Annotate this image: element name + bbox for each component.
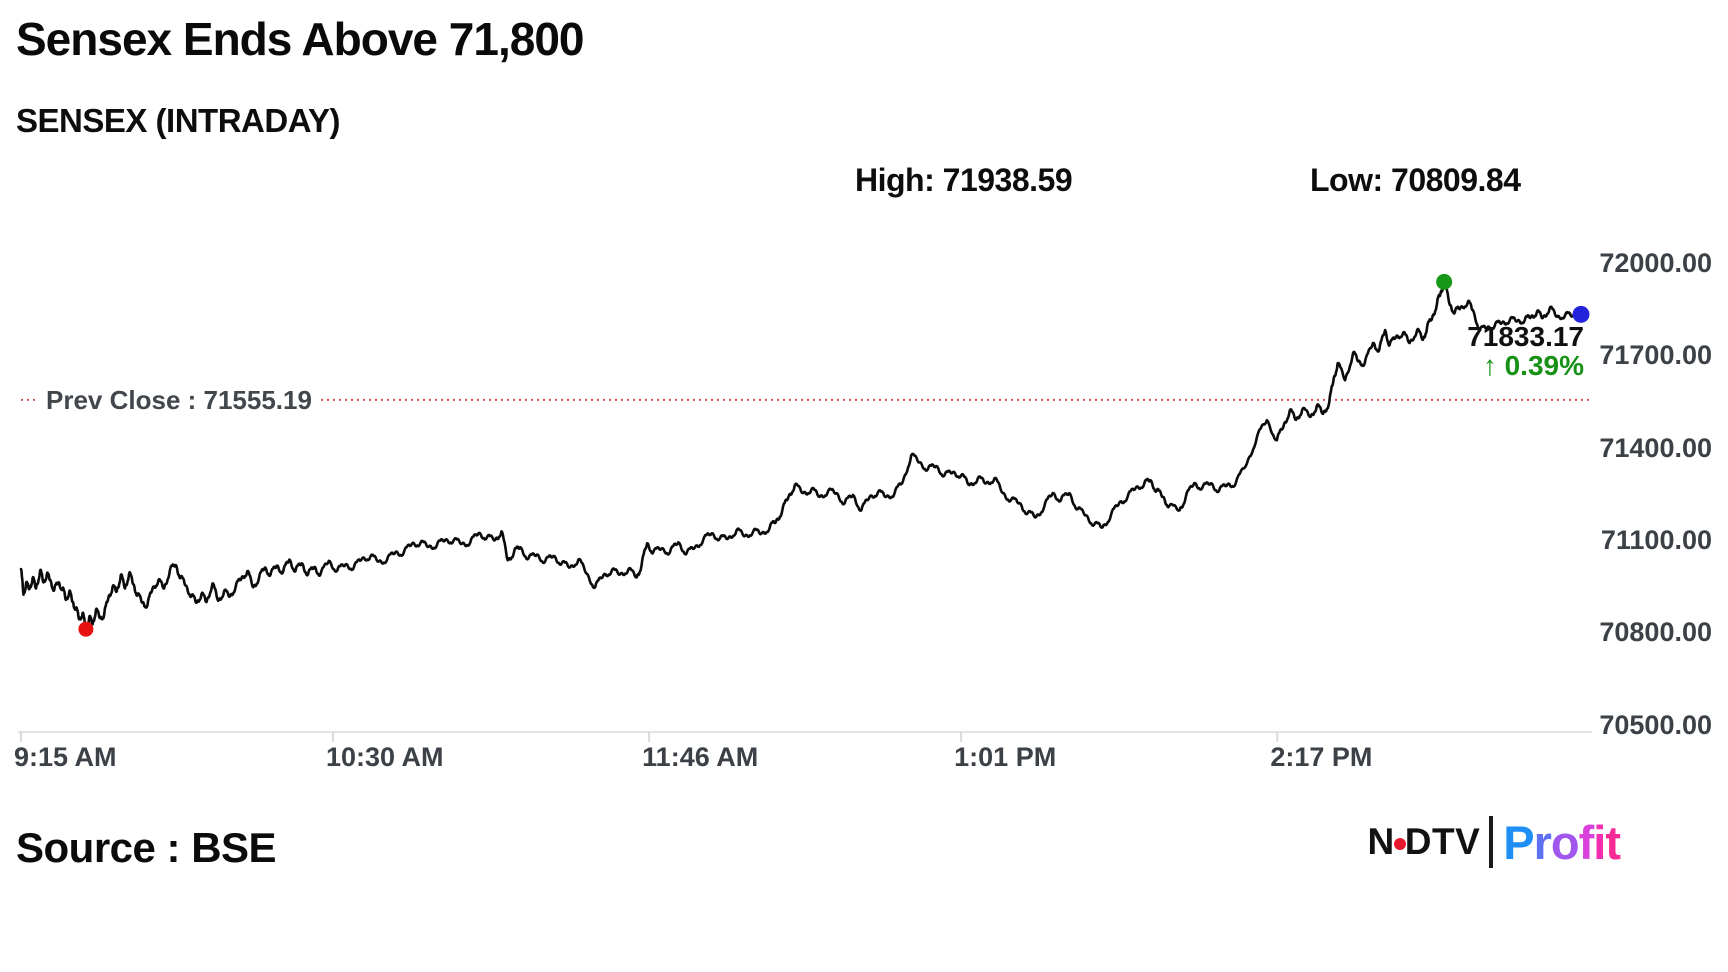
profit-letter: t bbox=[1605, 815, 1621, 869]
x-tick-label: 1:01 PM bbox=[954, 742, 1057, 772]
logo-separator-bar bbox=[1489, 816, 1494, 868]
high-value-label: High: 71938.59 bbox=[855, 162, 1073, 198]
y-tick-label: 71100.00 bbox=[1600, 524, 1712, 555]
y-tick-label: 70800.00 bbox=[1599, 617, 1712, 648]
source-attribution: Source : BSE bbox=[16, 824, 277, 871]
y-tick-label: 71700.00 bbox=[1599, 340, 1712, 371]
up-arrow-icon: ↑ bbox=[1482, 350, 1497, 381]
profit-letter: i bbox=[1593, 815, 1606, 869]
price-markers bbox=[78, 273, 1590, 637]
x-tick-label: 9:15 AM bbox=[14, 742, 117, 772]
price-line-series bbox=[19, 280, 1583, 631]
chart-subtitle: SENSEX (INTRADAY) bbox=[16, 102, 341, 139]
high-marker bbox=[1436, 273, 1453, 290]
profit-letter: r bbox=[1533, 815, 1552, 869]
ndtv-wordmark: N DTV bbox=[1368, 821, 1481, 863]
x-tick-label: 11:46 AM bbox=[642, 742, 759, 772]
ndtv-red-dot-icon bbox=[1393, 838, 1406, 850]
profit-letter: f bbox=[1578, 815, 1595, 869]
profit-letter: o bbox=[1550, 815, 1580, 869]
y-tick-label: 71400.00 bbox=[1599, 432, 1712, 463]
last-price-value: 71833.17 bbox=[1467, 321, 1584, 352]
ndtv-profit-logo: N DTV Profit bbox=[1368, 814, 1621, 870]
ndtv-letters-dtv: DTV bbox=[1404, 821, 1481, 862]
ndtv-letter-n: N bbox=[1367, 821, 1395, 862]
low-marker bbox=[78, 621, 94, 637]
change-percent: 0.39% bbox=[1504, 350, 1584, 381]
y-tick-label: 70500.00 bbox=[1599, 709, 1712, 740]
y-tick-label: 72000.00 bbox=[1599, 248, 1712, 278]
last-price-annotation: 71833.17 ↑ 0.39% bbox=[1400, 322, 1584, 380]
profit-letter: P bbox=[1503, 815, 1534, 869]
x-tick-label: 2:17 PM bbox=[1270, 742, 1373, 772]
profit-wordmark: Profit bbox=[1503, 815, 1621, 870]
prev-close-label: Prev Close : 71555.19 bbox=[38, 385, 320, 415]
page-title: Sensex Ends Above 71,800 bbox=[16, 13, 584, 65]
low-value-label: Low: 70809.84 bbox=[1310, 162, 1521, 198]
close-marker bbox=[1572, 305, 1590, 323]
x-tick-label: 10:30 AM bbox=[326, 742, 444, 772]
x-axis-ticks bbox=[20, 732, 1279, 742]
last-price-change: ↑ 0.39% bbox=[1400, 351, 1584, 380]
